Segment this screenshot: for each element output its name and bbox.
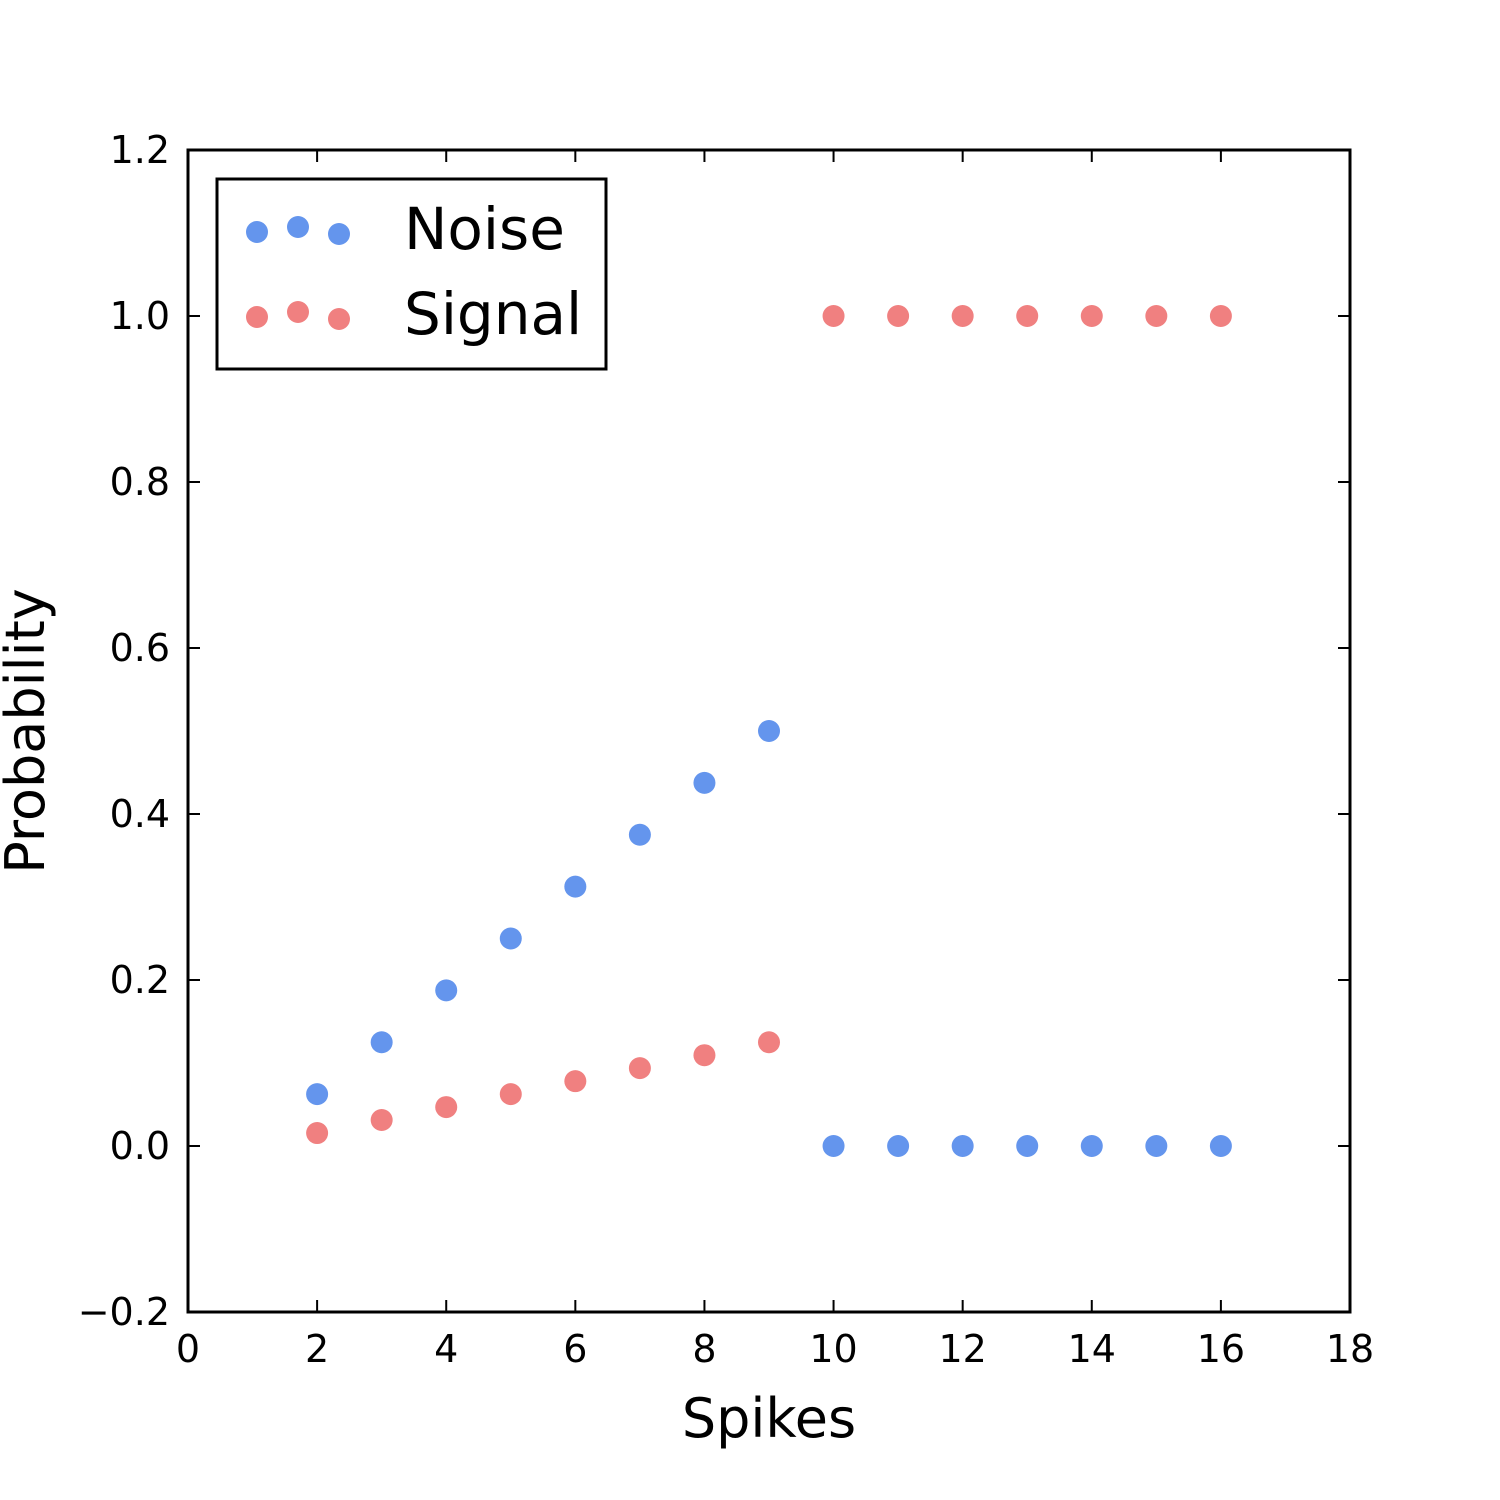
y-tick-label: 0.2: [110, 958, 170, 1002]
noise-point: [758, 720, 780, 742]
y-axis-label: Probability: [0, 588, 57, 873]
y-tick-label: 0.4: [110, 792, 170, 836]
legend-signal-marker: [246, 306, 268, 328]
y-tick-label: −0.2: [78, 1290, 170, 1334]
y-tick-label: 0.0: [110, 1124, 170, 1168]
noise-point: [564, 875, 587, 898]
signal-point: [1080, 305, 1103, 327]
legend-signal-marker: [328, 308, 350, 330]
signal-point: [499, 1083, 522, 1106]
legend-noise-marker: [328, 223, 350, 245]
noise-point: [306, 1083, 329, 1106]
noise-point: [822, 1135, 845, 1157]
signal-point: [693, 1044, 716, 1067]
y-tick-label: 1.2: [110, 128, 170, 172]
data-points: [306, 305, 1232, 1157]
x-axis-ticks: 0 2 4 6 8 10 12 14 16 18: [176, 150, 1374, 1371]
noise-point: [1209, 1135, 1232, 1157]
signal-point: [564, 1070, 587, 1093]
noise-point: [499, 927, 522, 950]
x-tick-label: 6: [563, 1327, 587, 1371]
legend-signal-marker: [287, 301, 309, 323]
y-tick-label: 0.6: [110, 626, 170, 670]
noise-point: [435, 979, 458, 1002]
x-tick-label: 2: [305, 1327, 329, 1371]
plot-area-frame: [186, 148, 1352, 1314]
x-tick-label: 18: [1326, 1327, 1374, 1371]
y-axis-ticks: −0.2 0.0 0.2 0.4 0.6 0.8 1.0 1.2: [78, 128, 1350, 1334]
x-tick-label: 4: [434, 1327, 458, 1371]
legend: Noise Signal: [215, 177, 608, 371]
y-tick-label: 0.8: [110, 460, 170, 504]
x-tick-label: 10: [809, 1327, 857, 1371]
y-tick-label: 1.0: [110, 294, 170, 338]
signal-point: [435, 1096, 458, 1119]
noise-point: [1145, 1135, 1168, 1157]
legend-signal-label: Signal: [404, 280, 582, 348]
signal-point: [1145, 305, 1168, 327]
signal-point: [887, 305, 910, 327]
noise-point: [1080, 1135, 1103, 1157]
noise-point: [370, 1031, 393, 1054]
legend-noise-label: Noise: [404, 195, 565, 263]
signal-point: [370, 1109, 393, 1132]
noise-point: [887, 1135, 910, 1157]
signal-point: [1016, 305, 1039, 327]
noise-point: [1016, 1135, 1039, 1157]
signal-point: [951, 305, 974, 327]
noise-point: [693, 771, 716, 794]
signal-point: [758, 1031, 780, 1054]
noise-point: [628, 823, 651, 846]
x-tick-label: 8: [692, 1327, 716, 1371]
legend-noise-marker: [246, 221, 268, 243]
signal-point: [822, 305, 845, 327]
signal-point: [628, 1057, 651, 1080]
signal-point: [306, 1122, 329, 1145]
x-tick-label: 0: [176, 1327, 200, 1371]
x-tick-label: 16: [1197, 1327, 1245, 1371]
x-tick-label: 14: [1068, 1327, 1116, 1371]
signal-point: [1209, 305, 1232, 327]
legend-noise-marker: [287, 216, 309, 238]
x-axis-label: Spikes: [682, 1387, 856, 1450]
legend-box: [215, 177, 608, 371]
x-tick-label: 12: [938, 1327, 986, 1371]
noise-point: [951, 1135, 974, 1157]
